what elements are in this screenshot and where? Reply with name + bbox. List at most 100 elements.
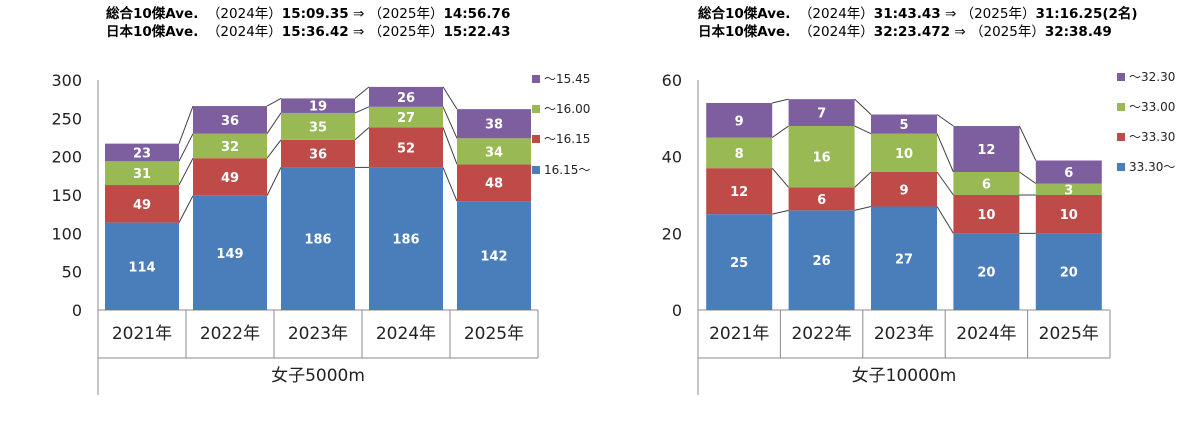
data-label: 31 [133,167,151,182]
data-label: 10 [977,208,995,223]
data-label: 20 [1060,266,1078,281]
y-tick-label: 20 [662,224,682,243]
series-connector-line [936,206,954,234]
bar-segment [105,185,179,223]
x-category-label: 2021年 [709,324,769,344]
x-category-label: 2025年 [464,324,524,344]
data-label: 36 [309,148,327,163]
bar-segment [953,195,1020,234]
bar-segment [1035,233,1102,310]
data-label: 6 [982,178,991,193]
legend-swatch [532,135,540,143]
data-label: 19 [309,100,327,115]
data-label: 12 [730,185,748,200]
y-tick-label: 0 [72,301,82,320]
series-connector-line [266,112,282,134]
y-tick-label: 250 [51,109,82,128]
bar-segment [457,138,531,165]
series-connector-line [936,114,954,127]
header-line-japan-5000: 日本10傑Ave. （2024年）15:36.42 ⇒ （2025年）15:22… [106,24,511,40]
data-label: 149 [216,247,243,262]
series-connector-line [1018,125,1037,161]
data-label: 26 [813,254,831,269]
data-label: 25 [730,256,748,271]
x-category-label: 2023年 [288,324,348,344]
series-connector-line [936,133,954,173]
header-line-japan-10000: 日本10傑Ave. （2024年）32:23.472 ⇒ （2025年）32:3… [698,24,1112,40]
header-line-total-10000: 総合10傑Ave. （2024年）31:43.43 ⇒ （2025年）31:16… [698,6,1138,22]
series-connector-line [936,171,954,196]
bar-segment [105,161,179,186]
bar-segment [788,210,855,310]
series-connector-line [854,171,872,188]
bar-segment [706,137,773,169]
legend-swatch [532,75,540,83]
data-label: 10 [1060,208,1078,223]
data-label: 6 [1064,166,1073,181]
data-label: 114 [128,260,155,275]
series-connector-line [178,133,194,162]
bar-segment [1035,160,1102,184]
y-tick-label: 40 [662,148,682,167]
header-line-total-5000: 総合10傑Ave. （2024年）15:09.35 ⇒ （2025年）14:56… [106,6,511,22]
bar-segment [953,172,1020,195]
legend-swatch [1117,73,1125,81]
series-connector-line [442,127,458,165]
data-label: 26 [397,91,415,106]
bar-segment [788,187,855,211]
series-connector-line [266,139,282,159]
bar-segment [953,233,1020,310]
y-tick-label: 100 [51,224,82,243]
legend-label: 〜16.00 [544,102,590,116]
y-tick-label: 0 [672,301,682,320]
series-connector-line [266,167,282,196]
legend-label: 33.30〜 [1129,160,1175,174]
data-label: 9 [899,183,908,198]
bar-segment [457,109,531,139]
series-connector-line [442,86,458,110]
legend-label: 〜33.00 [1129,100,1175,114]
legend-label: 〜15.45 [544,72,590,86]
data-label: 38 [485,118,503,133]
y-tick-label: 300 [51,71,82,90]
data-label: 32 [221,140,239,155]
data-label: 12 [977,143,995,158]
legend-swatch [1117,133,1125,141]
data-label: 7 [817,107,826,122]
legend-swatch [532,105,540,113]
x-category-label: 2022年 [791,324,851,344]
y-tick-label: 150 [51,186,82,205]
bar-segment [193,195,267,310]
x-category-label: 2025年 [1039,324,1099,344]
x-category-label: 2023年 [874,324,934,344]
bar-segment [369,106,443,128]
legend-swatch [1117,103,1125,111]
data-label: 52 [397,141,415,156]
data-label: 49 [221,171,239,186]
data-label: 48 [485,177,503,192]
series-connector-line [442,167,458,202]
series-connector-line [266,97,282,107]
data-label: 16 [813,151,831,166]
series-connector-line [854,206,872,211]
bar-segment [706,168,773,215]
bar-segment [369,86,443,107]
bar-segment [457,201,531,310]
legend-label: 〜32.30 [1129,70,1175,84]
bar-segment [281,98,355,113]
legend-label: 〜16.15 [544,132,590,146]
series-connector-line [442,106,458,139]
bar-segment [871,172,937,207]
data-label: 10 [895,147,913,162]
series-connector-line [178,157,194,186]
bar-segment [457,164,531,202]
series-connector-line [1019,171,1037,184]
series-connector-line [354,106,370,114]
y-tick-label: 50 [62,263,82,282]
series-connector-line [772,98,789,104]
x-axis-label: 女子5000m [271,366,365,386]
bar-segment [193,158,267,196]
series-connector-line [854,98,872,115]
bar-segment [1035,195,1102,234]
